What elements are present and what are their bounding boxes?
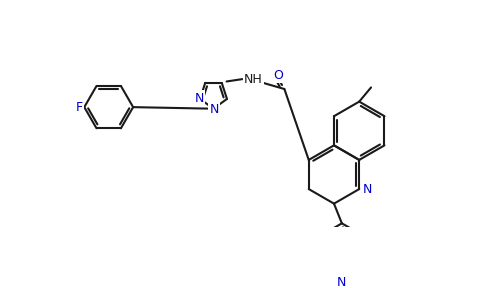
Text: N: N bbox=[363, 183, 372, 196]
Text: N: N bbox=[210, 103, 219, 116]
Text: N: N bbox=[337, 276, 346, 288]
Text: O: O bbox=[273, 69, 283, 82]
Text: N: N bbox=[195, 92, 204, 105]
Text: F: F bbox=[75, 101, 83, 114]
Text: NH: NH bbox=[244, 73, 263, 86]
